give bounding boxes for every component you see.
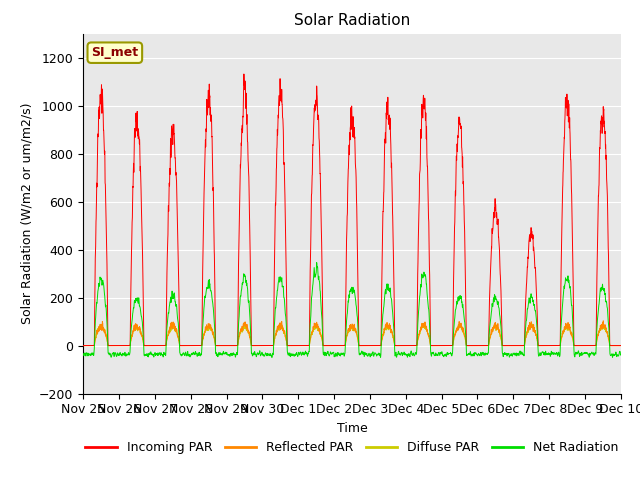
Y-axis label: Solar Radiation (W/m2 or um/m2/s): Solar Radiation (W/m2 or um/m2/s) xyxy=(20,103,33,324)
Title: Solar Radiation: Solar Radiation xyxy=(294,13,410,28)
X-axis label: Time: Time xyxy=(337,422,367,435)
Legend: Incoming PAR, Reflected PAR, Diffuse PAR, Net Radiation: Incoming PAR, Reflected PAR, Diffuse PAR… xyxy=(81,436,623,459)
Text: SI_met: SI_met xyxy=(92,46,138,59)
